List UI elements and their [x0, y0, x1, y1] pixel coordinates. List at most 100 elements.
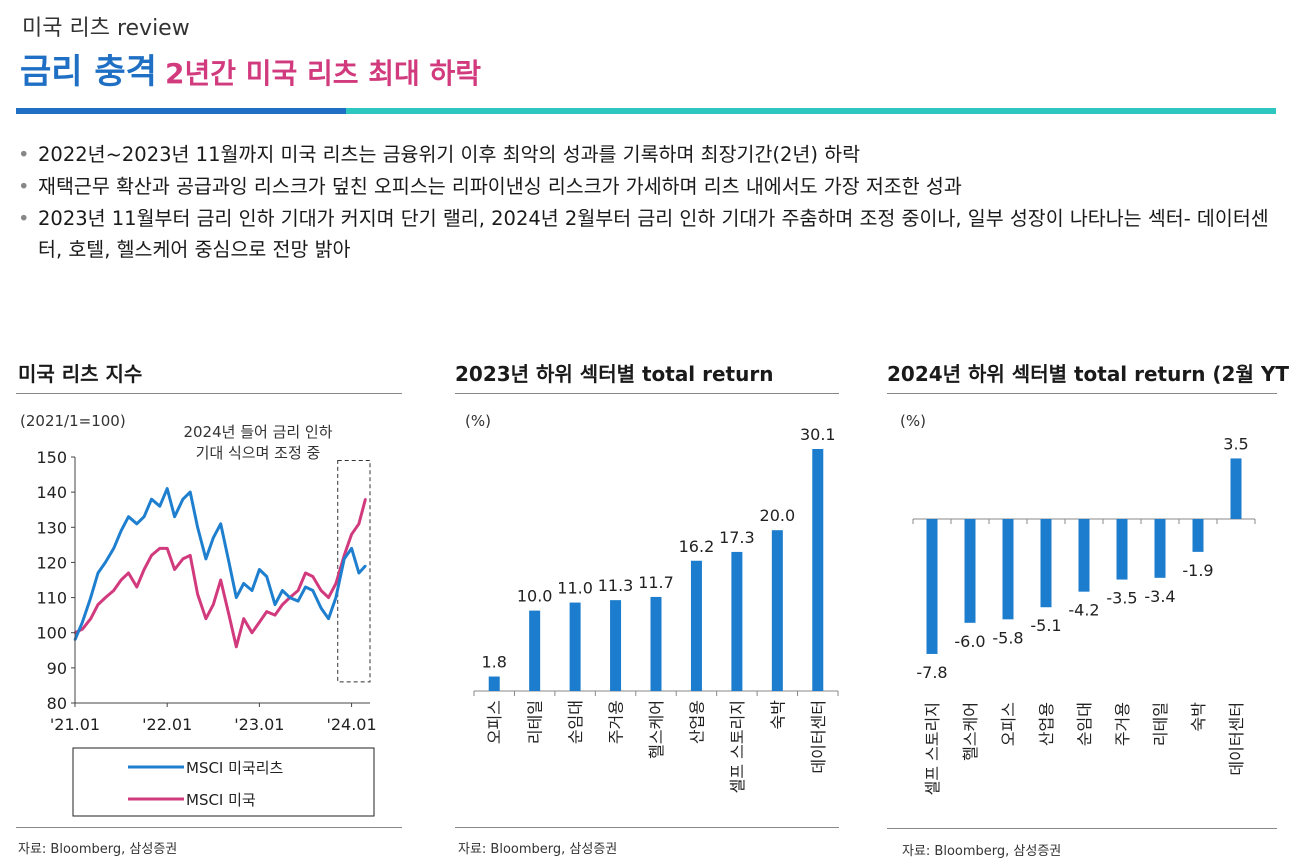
category-label: 데이터센터 — [809, 700, 828, 774]
series-point — [142, 515, 146, 518]
series-point — [219, 522, 222, 525]
chart1-annotation-line1: 2024년 들어 금리 인하 — [183, 423, 332, 441]
title-rule-blue — [16, 108, 346, 114]
series-point — [150, 497, 153, 501]
bar — [1078, 519, 1090, 592]
series-point — [135, 522, 138, 525]
chart1-bottom-rule — [16, 827, 402, 828]
bar-value-label: -7.8 — [916, 663, 947, 682]
series-point — [227, 613, 231, 617]
series-point — [227, 561, 231, 564]
category-label: 주거용 — [1113, 702, 1132, 746]
series-point — [350, 547, 353, 550]
series-point — [296, 599, 300, 603]
bullet-text: 재택근무 확산과 공급과잉 리스크가 덮친 오피스는 리파이낸싱 리스크가 가세… — [38, 175, 962, 199]
series-point — [204, 617, 208, 620]
chart1-top-rule — [16, 393, 402, 394]
series-point — [219, 578, 222, 582]
series-point — [319, 606, 323, 610]
bar-value-label: 1.8 — [481, 653, 506, 672]
bar-value-label: 17.3 — [719, 528, 755, 547]
y-tick-label: 150 — [36, 448, 67, 467]
bar-value-label: -6.0 — [954, 632, 985, 651]
chart3-source: 자료: Bloomberg, 삼성증권 — [902, 844, 1062, 859]
category-label: 주거용 — [607, 700, 626, 744]
bar — [1154, 519, 1166, 578]
series-point — [296, 589, 300, 592]
bullet-text: 2023년 11월부터 금리 인하 기대가 커지며 단기 랠리, 2024년 2… — [38, 207, 1269, 261]
bar-value-label: -5.1 — [1030, 616, 1061, 635]
series-point — [342, 557, 346, 561]
series-point — [281, 603, 284, 606]
bar-value-label: 10.0 — [517, 587, 553, 606]
series-point — [181, 497, 185, 501]
category-label: 헬스케어 — [647, 700, 666, 759]
chart3-unit-label: (%) — [900, 412, 926, 430]
series-point — [89, 596, 92, 599]
chart2-top-rule — [455, 393, 839, 394]
category-label: 리테일 — [526, 700, 545, 744]
series-line-msci-reits — [73, 487, 367, 641]
series-point — [311, 575, 315, 578]
bullet-item: • 2023년 11월부터 금리 인하 기대가 커지며 단기 랠리, 2024년 … — [18, 204, 1280, 264]
series-point — [258, 620, 261, 624]
category-label: 데이터센터 — [1227, 702, 1246, 776]
category-label: 셀프 스토리지 — [923, 702, 942, 795]
series-point — [165, 547, 169, 550]
y-tick-label: 110 — [36, 589, 67, 608]
series-point — [81, 620, 84, 624]
bar-value-label: -5.8 — [992, 628, 1023, 647]
bar — [1192, 519, 1204, 552]
bar — [731, 551, 743, 691]
bar — [812, 448, 824, 691]
kicker: 미국 리츠 review — [22, 16, 190, 41]
y-tick-label: 100 — [36, 624, 67, 643]
bullet-item: • 재택근무 확산과 공급과잉 리스크가 덮친 오피스는 리파이낸싱 리스크가 가… — [18, 172, 1280, 202]
category-label: 순임대 — [566, 700, 585, 744]
chart3-top-rule — [887, 393, 1277, 394]
series-point — [173, 515, 176, 518]
series-point — [350, 533, 353, 536]
bar — [964, 519, 976, 623]
bar — [1230, 458, 1242, 519]
series-point — [165, 487, 169, 490]
series-point — [127, 571, 130, 575]
series-point — [189, 490, 192, 494]
chart3-bottom-rule — [887, 828, 1277, 829]
series-point — [127, 515, 130, 518]
bullet-text: 2022년~2023년 11월까지 미국 리츠는 금융위기 이후 최악의 성과를… — [38, 143, 861, 166]
series-point — [242, 617, 245, 620]
series-point — [112, 547, 115, 550]
series-point — [273, 613, 277, 617]
bar-value-label: -4.2 — [1068, 601, 1099, 620]
line-chart: (2021/1=100) 2024년 들어 금리 인하 기대 식으며 조정 중 … — [20, 412, 377, 817]
series-point — [181, 557, 185, 561]
series-point — [235, 645, 238, 648]
series-point — [158, 505, 162, 508]
bar — [1116, 519, 1128, 580]
series-point — [357, 571, 361, 575]
series-point — [104, 596, 107, 599]
series-point — [288, 596, 291, 599]
series-point — [173, 568, 176, 571]
series-point — [112, 589, 115, 592]
series-point — [204, 557, 208, 561]
series-point — [96, 603, 100, 606]
bullet-dot-icon: • — [18, 175, 30, 199]
category-label: 숙박 — [768, 700, 787, 730]
series-point — [196, 526, 199, 529]
bar — [529, 610, 541, 691]
chart2-bottom-rule — [455, 827, 839, 828]
category-label: 순임대 — [1075, 702, 1094, 746]
series-point — [96, 571, 100, 575]
bar-value-label: 3.5 — [1223, 434, 1248, 453]
series-point — [212, 603, 215, 606]
bar — [771, 530, 783, 691]
series-point — [81, 628, 84, 631]
series-line-msci-us — [74, 498, 367, 649]
headline-main: 금리 충격 — [20, 52, 157, 92]
y-tick-label: 80 — [47, 694, 67, 713]
bar — [488, 676, 500, 691]
x-tick-label: '23.01 — [234, 715, 284, 734]
bullet-dot-icon: • — [18, 143, 30, 166]
